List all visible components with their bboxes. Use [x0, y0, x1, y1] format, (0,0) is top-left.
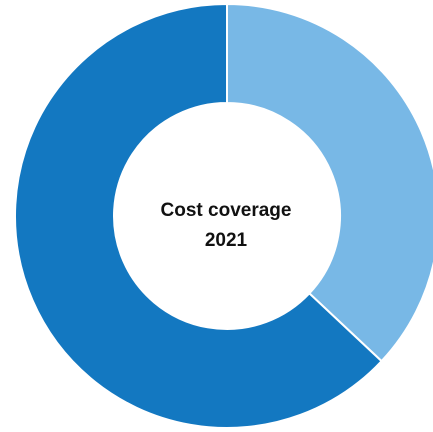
- chart-center-title-line1: Cost coverage: [160, 200, 292, 221]
- chart-center-title-line2: 2021: [204, 230, 248, 251]
- donut-slice-2: [14, 2, 383, 429]
- chart-center-title: Cost coverage 2021: [116, 196, 336, 256]
- donut-slice-1: [226, 2, 433, 363]
